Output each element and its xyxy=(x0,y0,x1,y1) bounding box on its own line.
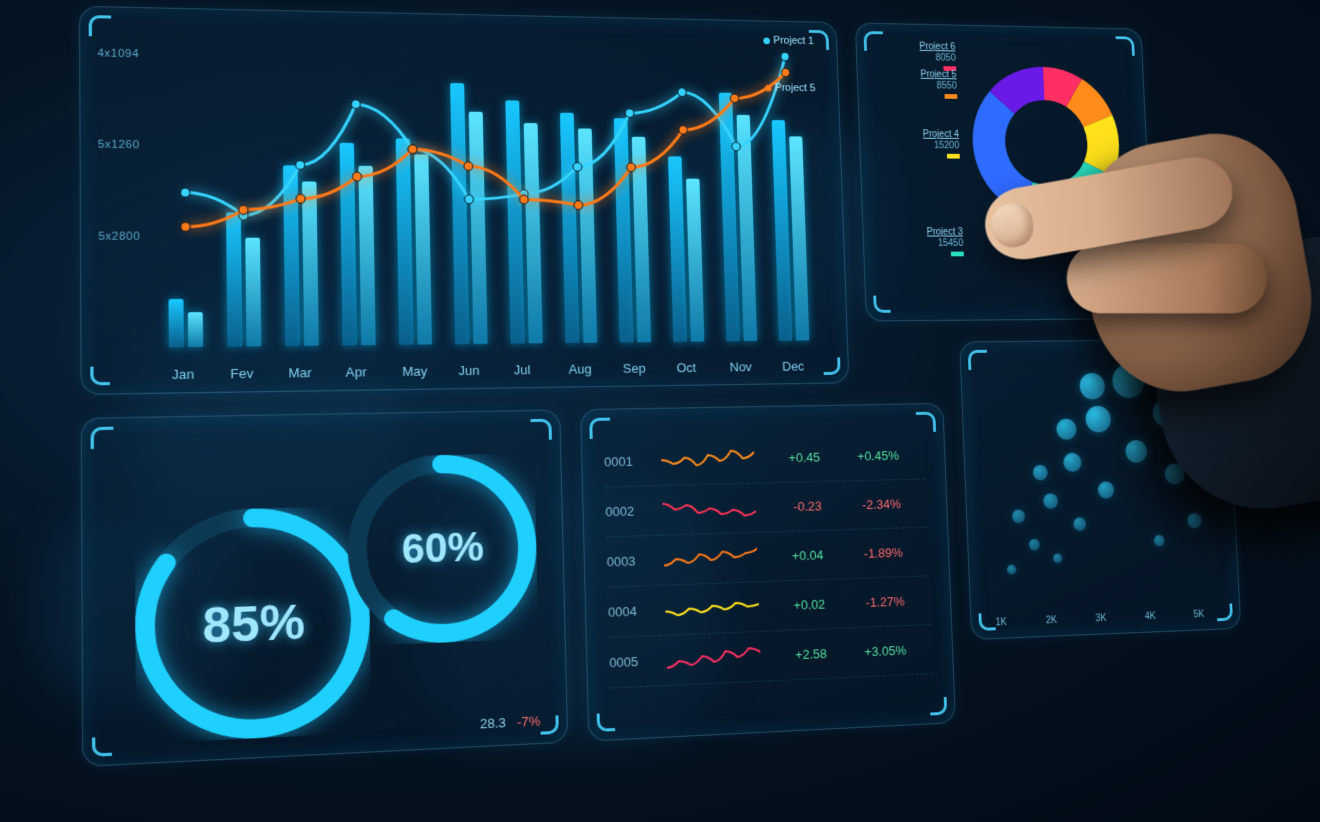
gauge-60[interactable]: 60% xyxy=(346,453,538,646)
x-axis-label: Apr xyxy=(346,364,367,379)
bubble-point[interactable] xyxy=(1187,513,1202,529)
spark-v1: -0.23 xyxy=(769,499,822,515)
pointing-hand xyxy=(892,86,1320,513)
donut-label: Project 58550 xyxy=(870,69,957,103)
bubble-x-tick: 5K xyxy=(1193,609,1204,620)
spark-row[interactable]: 0001 +0.45 +0.45% xyxy=(604,431,925,487)
x-axis-label: Mar xyxy=(288,365,312,381)
bubble-point[interactable] xyxy=(1007,565,1017,575)
spark-code: 0002 xyxy=(605,503,649,519)
bubble-x-tick: 1K xyxy=(995,617,1007,628)
gauges-panel: 85% 60% 28.3 -7% xyxy=(81,410,569,767)
spark-code: 0005 xyxy=(609,653,653,670)
x-axis-label: Jul xyxy=(514,362,531,377)
y-axis-label: 4x1094 xyxy=(97,47,139,60)
sparkline-icon xyxy=(661,446,755,474)
x-axis-label: Fev xyxy=(230,366,253,382)
x-axis-label: Sep xyxy=(623,361,646,376)
spark-v2: +3.05% xyxy=(840,643,907,661)
bubble-x-tick: 3K xyxy=(1095,613,1107,624)
gauge-85[interactable]: 85% xyxy=(135,506,372,744)
bubble-point[interactable] xyxy=(1154,535,1165,547)
x-axis-label: May xyxy=(402,364,427,379)
bubble-point[interactable] xyxy=(1012,509,1025,523)
x-axis-label: Aug xyxy=(568,361,591,376)
bubble-x-tick: 2K xyxy=(1046,615,1058,626)
gauge-footer: 28.3 -7% xyxy=(480,713,541,731)
x-axis-label: Oct xyxy=(676,360,696,375)
gauge-value: 60% xyxy=(401,525,484,573)
y-axis-label: 5x1260 xyxy=(98,139,140,152)
sparkline-icon xyxy=(665,594,759,623)
sparkline-panel: 0001+0.45+0.45%0002-0.23-2.34%0003+0.04-… xyxy=(580,403,956,742)
x-axis-label: Jan xyxy=(172,366,195,382)
spark-code: 0003 xyxy=(607,553,651,569)
bubble-x-tick: 4K xyxy=(1145,611,1156,622)
spark-v2: -2.34% xyxy=(835,496,901,512)
sparkline-icon xyxy=(666,643,760,673)
spark-v1: +2.58 xyxy=(774,646,827,663)
main-chart-panel: Project 1 Project 5 4x1094 5x1260 5x2800 J… xyxy=(79,6,849,395)
spark-v1: +0.45 xyxy=(767,450,820,466)
spark-v1: +0.02 xyxy=(772,597,825,614)
x-axis-label: Dec xyxy=(782,359,804,374)
series-project1-label: Project 1 xyxy=(763,35,814,47)
bubble-point[interactable] xyxy=(1073,517,1086,531)
bubble-point[interactable] xyxy=(1028,539,1039,551)
sparkline-icon xyxy=(662,495,756,523)
x-axis-label: Nov xyxy=(729,359,752,374)
main-chart[interactable]: Project 1 Project 5 xyxy=(155,28,821,347)
x-axis-label: Jun xyxy=(458,363,480,378)
spark-v2: -1.89% xyxy=(836,545,902,562)
spark-v2: -1.27% xyxy=(838,594,905,611)
sparkline-icon xyxy=(664,544,758,573)
spark-code: 0004 xyxy=(608,603,652,620)
gauge-value: 85% xyxy=(202,594,305,655)
series-project5-label: Project 5 xyxy=(764,82,815,94)
spark-v2: +0.45% xyxy=(833,448,899,464)
bubble-point[interactable] xyxy=(1053,553,1062,563)
y-axis-label: 5x2800 xyxy=(98,231,140,243)
spark-v1: +0.04 xyxy=(771,548,824,564)
spark-code: 0001 xyxy=(604,454,648,470)
